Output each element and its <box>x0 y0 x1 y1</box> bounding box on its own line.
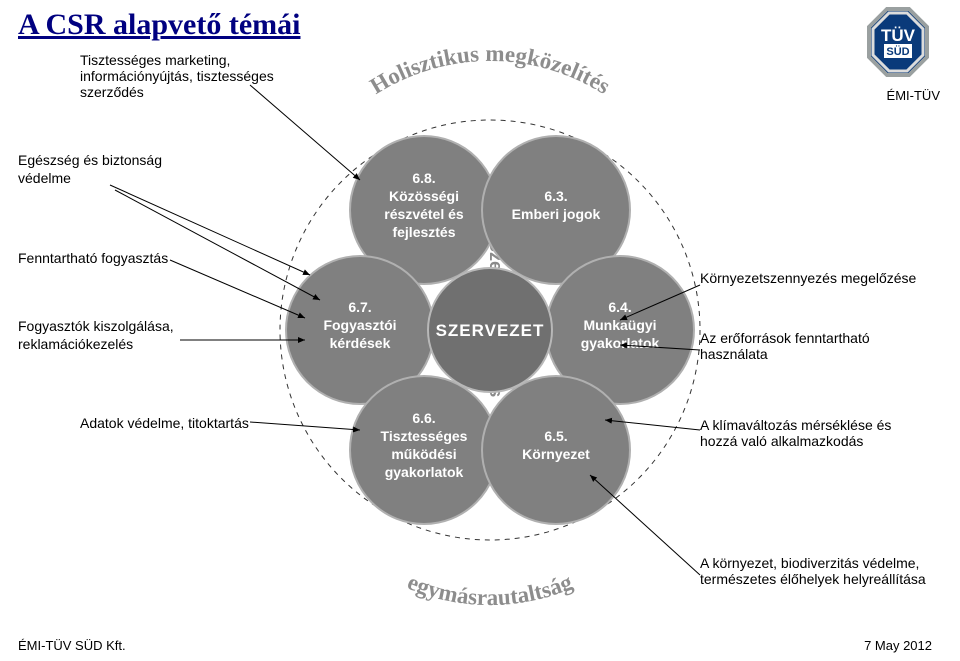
svg-text:részvétel és: részvétel és <box>384 206 464 222</box>
footer-right: 7 May 2012 <box>864 638 932 653</box>
right-climate: A klímaváltozás mérséklése és hozzá való… <box>700 417 930 449</box>
svg-text:SÜD: SÜD <box>886 45 909 58</box>
svg-text:Tisztességes: Tisztességes <box>381 428 468 444</box>
svg-text:SZERVEZET: SZERVEZET <box>436 321 545 340</box>
svg-text:Környezet: Környezet <box>522 446 590 462</box>
left-sustain: Fenntartható fogyasztás <box>18 250 218 268</box>
svg-text:6.8.: 6.8. <box>412 170 435 186</box>
tuv-logo: TÜV SÜD <box>862 6 934 83</box>
header-right-label: ÉMI-TÜV <box>887 88 940 103</box>
svg-text:kérdések: kérdések <box>330 335 391 351</box>
left-marketing: Tisztességes marketing, információnyújtá… <box>80 52 290 100</box>
svg-text:fejlesztés: fejlesztés <box>392 224 455 240</box>
svg-text:6.5.: 6.5. <box>544 428 567 444</box>
svg-text:gyakorlatok: gyakorlatok <box>581 335 660 351</box>
left-data-protect: Adatok védelme, titoktartás <box>80 415 280 431</box>
svg-text:gyakorlatok: gyakorlatok <box>385 464 464 480</box>
svg-text:működési: működési <box>391 446 456 462</box>
svg-text:6.3.: 6.3. <box>544 188 567 204</box>
footer-left: ÉMI-TÜV SÜD Kft. <box>18 638 126 653</box>
svg-text:egymásrautaltság: egymásrautaltság <box>404 569 576 610</box>
svg-text:Fogyasztói: Fogyasztói <box>323 317 396 333</box>
svg-text:Szervezetirányítás: Szervezetirányítás <box>486 240 506 397</box>
svg-text:6.4.: 6.4. <box>608 299 631 315</box>
right-biodiv: A környezet, biodiverzitás védelme, term… <box>700 555 930 587</box>
right-pollution: Környezetszennyezés megelőzése <box>700 270 920 286</box>
left-consumer-serv: Fogyasztók kiszolgálása, reklamációkezel… <box>18 318 218 353</box>
svg-text:Munkaügyi: Munkaügyi <box>583 317 656 333</box>
svg-text:Holisztikus megközelítés: Holisztikus megközelítés <box>366 41 615 99</box>
svg-text:Közösségi: Közösségi <box>389 188 459 204</box>
right-resources: Az erőforrások fenntartható használata <box>700 330 920 362</box>
svg-text:TÜV: TÜV <box>881 26 916 45</box>
page-title: A CSR alapvető témái <box>18 8 300 42</box>
left-health: Egészség és biztonság védelme <box>18 152 198 187</box>
svg-text:Emberi jogok: Emberi jogok <box>512 206 601 222</box>
svg-text:6.6.: 6.6. <box>412 410 435 426</box>
svg-text:6.7.: 6.7. <box>348 299 371 315</box>
svg-text:6.2.: 6.2. <box>486 205 503 232</box>
